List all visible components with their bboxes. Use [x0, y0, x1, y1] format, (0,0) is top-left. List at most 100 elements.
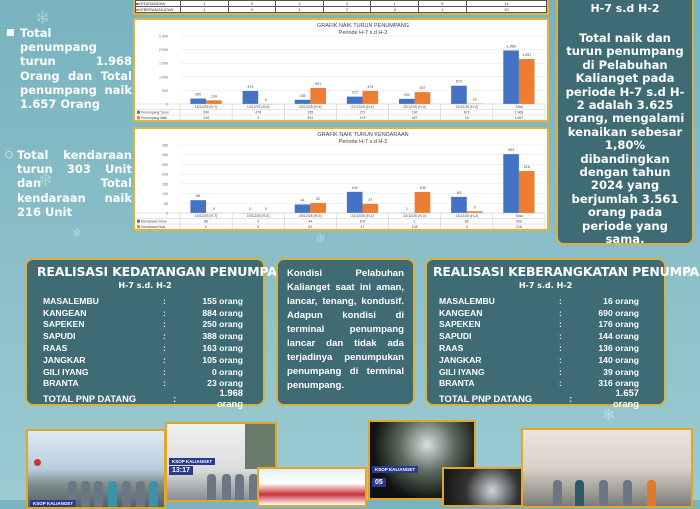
colon: :	[559, 355, 589, 365]
colon: :	[559, 296, 589, 306]
cell: 0	[228, 7, 276, 13]
data-label: 47	[368, 198, 372, 202]
data-label: 0	[249, 207, 251, 211]
island-name: KANGEAN	[43, 308, 163, 318]
row-label: KEBERANGKATAN	[138, 7, 173, 12]
table-value: 216	[516, 225, 522, 229]
colon: :	[163, 308, 193, 318]
cell: 1	[419, 7, 467, 13]
cell: 3	[371, 7, 419, 13]
table-value: 303	[516, 220, 522, 224]
data-label: 155	[300, 94, 306, 98]
data-label: 66	[196, 194, 200, 198]
data-label: 272	[352, 91, 358, 95]
island-name: BRANTA	[43, 378, 163, 388]
bar-penumpang-turun	[399, 99, 415, 104]
colon: :	[559, 367, 589, 377]
table-value: 0	[257, 116, 259, 120]
no-entry-sign-icon	[34, 459, 41, 466]
bar-kendaraan-turun	[451, 197, 467, 213]
colon: :	[163, 367, 193, 377]
table-value: 52	[308, 225, 312, 229]
y-tick-label: 150	[162, 182, 168, 186]
data-label: 1.968	[507, 44, 516, 48]
data-label: 1	[406, 207, 408, 211]
realization-row: MASALEMBU:16 orang	[433, 295, 658, 307]
bar-kendaraan-naik	[467, 211, 483, 213]
row-label: KEDATANGAN	[138, 1, 165, 6]
y-tick-label: 2.000	[159, 48, 168, 52]
table-value: 44	[308, 220, 312, 224]
island-name: SAPUDI	[43, 331, 163, 341]
table-value: 479	[255, 111, 261, 115]
table-value: 190	[412, 111, 418, 115]
data-label: 0	[265, 207, 267, 211]
photo-timestamp: 05	[372, 478, 386, 487]
table-value: 9	[466, 225, 468, 229]
total-label: TOTAL PNP DATANG	[43, 393, 173, 404]
y-tick-label: 500	[162, 89, 168, 93]
island-name: SAPUDI	[439, 331, 559, 341]
table-value: 0	[257, 225, 259, 229]
island-name: SAPEKEN	[439, 319, 559, 329]
table-value: 83	[465, 220, 469, 224]
table-value: 0	[257, 220, 259, 224]
table-value: 155	[307, 111, 313, 115]
table-row: ■KEBERANGKATAN 1 0 1 2 3 1 10	[136, 7, 547, 13]
y-tick-label: 100	[162, 192, 168, 196]
island-name: RAAS	[439, 343, 559, 353]
island-name: BRANTA	[439, 378, 559, 388]
colon: :	[163, 378, 193, 388]
data-label: 0	[265, 98, 267, 102]
snowflake-icon: ❄	[72, 226, 82, 240]
data-label: 200	[195, 93, 201, 97]
passenger-count: 388 orang	[193, 331, 243, 341]
island-name: MASALEMBU	[439, 296, 559, 306]
departure-title: REALISASI KEBERANGKATAN PENUMPANG	[433, 264, 658, 279]
table-value: 66	[204, 220, 208, 224]
total-value: 1.968 orang	[193, 387, 243, 409]
colon: :	[163, 355, 193, 365]
x-tick-label: 20/12/25 (H-5)	[299, 105, 322, 109]
data-label: 52	[316, 197, 320, 201]
bar-penumpang-turun	[190, 99, 206, 104]
bar-kendaraan-naik	[519, 171, 535, 213]
passenger-count: 155 orang	[193, 296, 243, 306]
realization-row: MASALEMBU:155 orang	[37, 295, 253, 307]
cell: 1	[181, 7, 229, 13]
x-tick-label: 19/12/25 (H-6)	[247, 105, 270, 109]
colon: :	[163, 331, 193, 341]
y-tick-label: 350	[162, 144, 168, 148]
x-tick-label: 19/12/25 (H-6)	[247, 214, 270, 218]
colon: :	[163, 319, 193, 329]
data-label: 0	[213, 207, 215, 211]
data-label: 83	[457, 191, 461, 195]
photo-timestamp: 13:17	[169, 466, 193, 475]
chart-title: GRAFIK NAIK TURUN KENDARAAN	[317, 132, 408, 138]
chart-title: GRAFIK NAIK TURUN PENUMPANG	[317, 23, 409, 29]
condition-text: Kondisi Pelabuhan Kalianget saat ini ama…	[287, 267, 404, 393]
x-tick-label: 22/12/25 (H-3)	[403, 105, 426, 109]
chart-subtitle: Periode H-7 s.d H-2	[339, 139, 388, 145]
island-name: GILI IYANG	[43, 367, 163, 377]
photo-team-ship	[521, 428, 693, 508]
data-label: 591	[315, 82, 321, 86]
ship-visit-table: ■KEDATANGAN 1 3 2 2 1 5 14 ■KEBERANGKATA…	[133, 0, 549, 15]
y-tick-label: 300	[162, 153, 168, 157]
realization-row: GILI IYANG:39 orang	[433, 366, 658, 378]
colon: :	[559, 343, 589, 353]
colon: :	[173, 393, 193, 404]
realization-row: GILI IYANG:0 orang	[37, 366, 253, 378]
passenger-count: 136 orang	[589, 343, 639, 353]
x-tick-label: 23/12/25 (H-2)	[455, 105, 478, 109]
total-value: 1.657 orang	[589, 387, 639, 409]
bar-kendaraan-naik	[310, 203, 326, 213]
cell: 1	[276, 7, 324, 13]
legend-label: Penumpang Naik	[141, 116, 167, 120]
realization-row: KANGEAN:690 orang	[433, 307, 658, 319]
realization-row: SAPEKEN:176 orang	[433, 319, 658, 331]
total-row: TOTAL PNP DATANG:1.657 orang	[433, 392, 658, 404]
